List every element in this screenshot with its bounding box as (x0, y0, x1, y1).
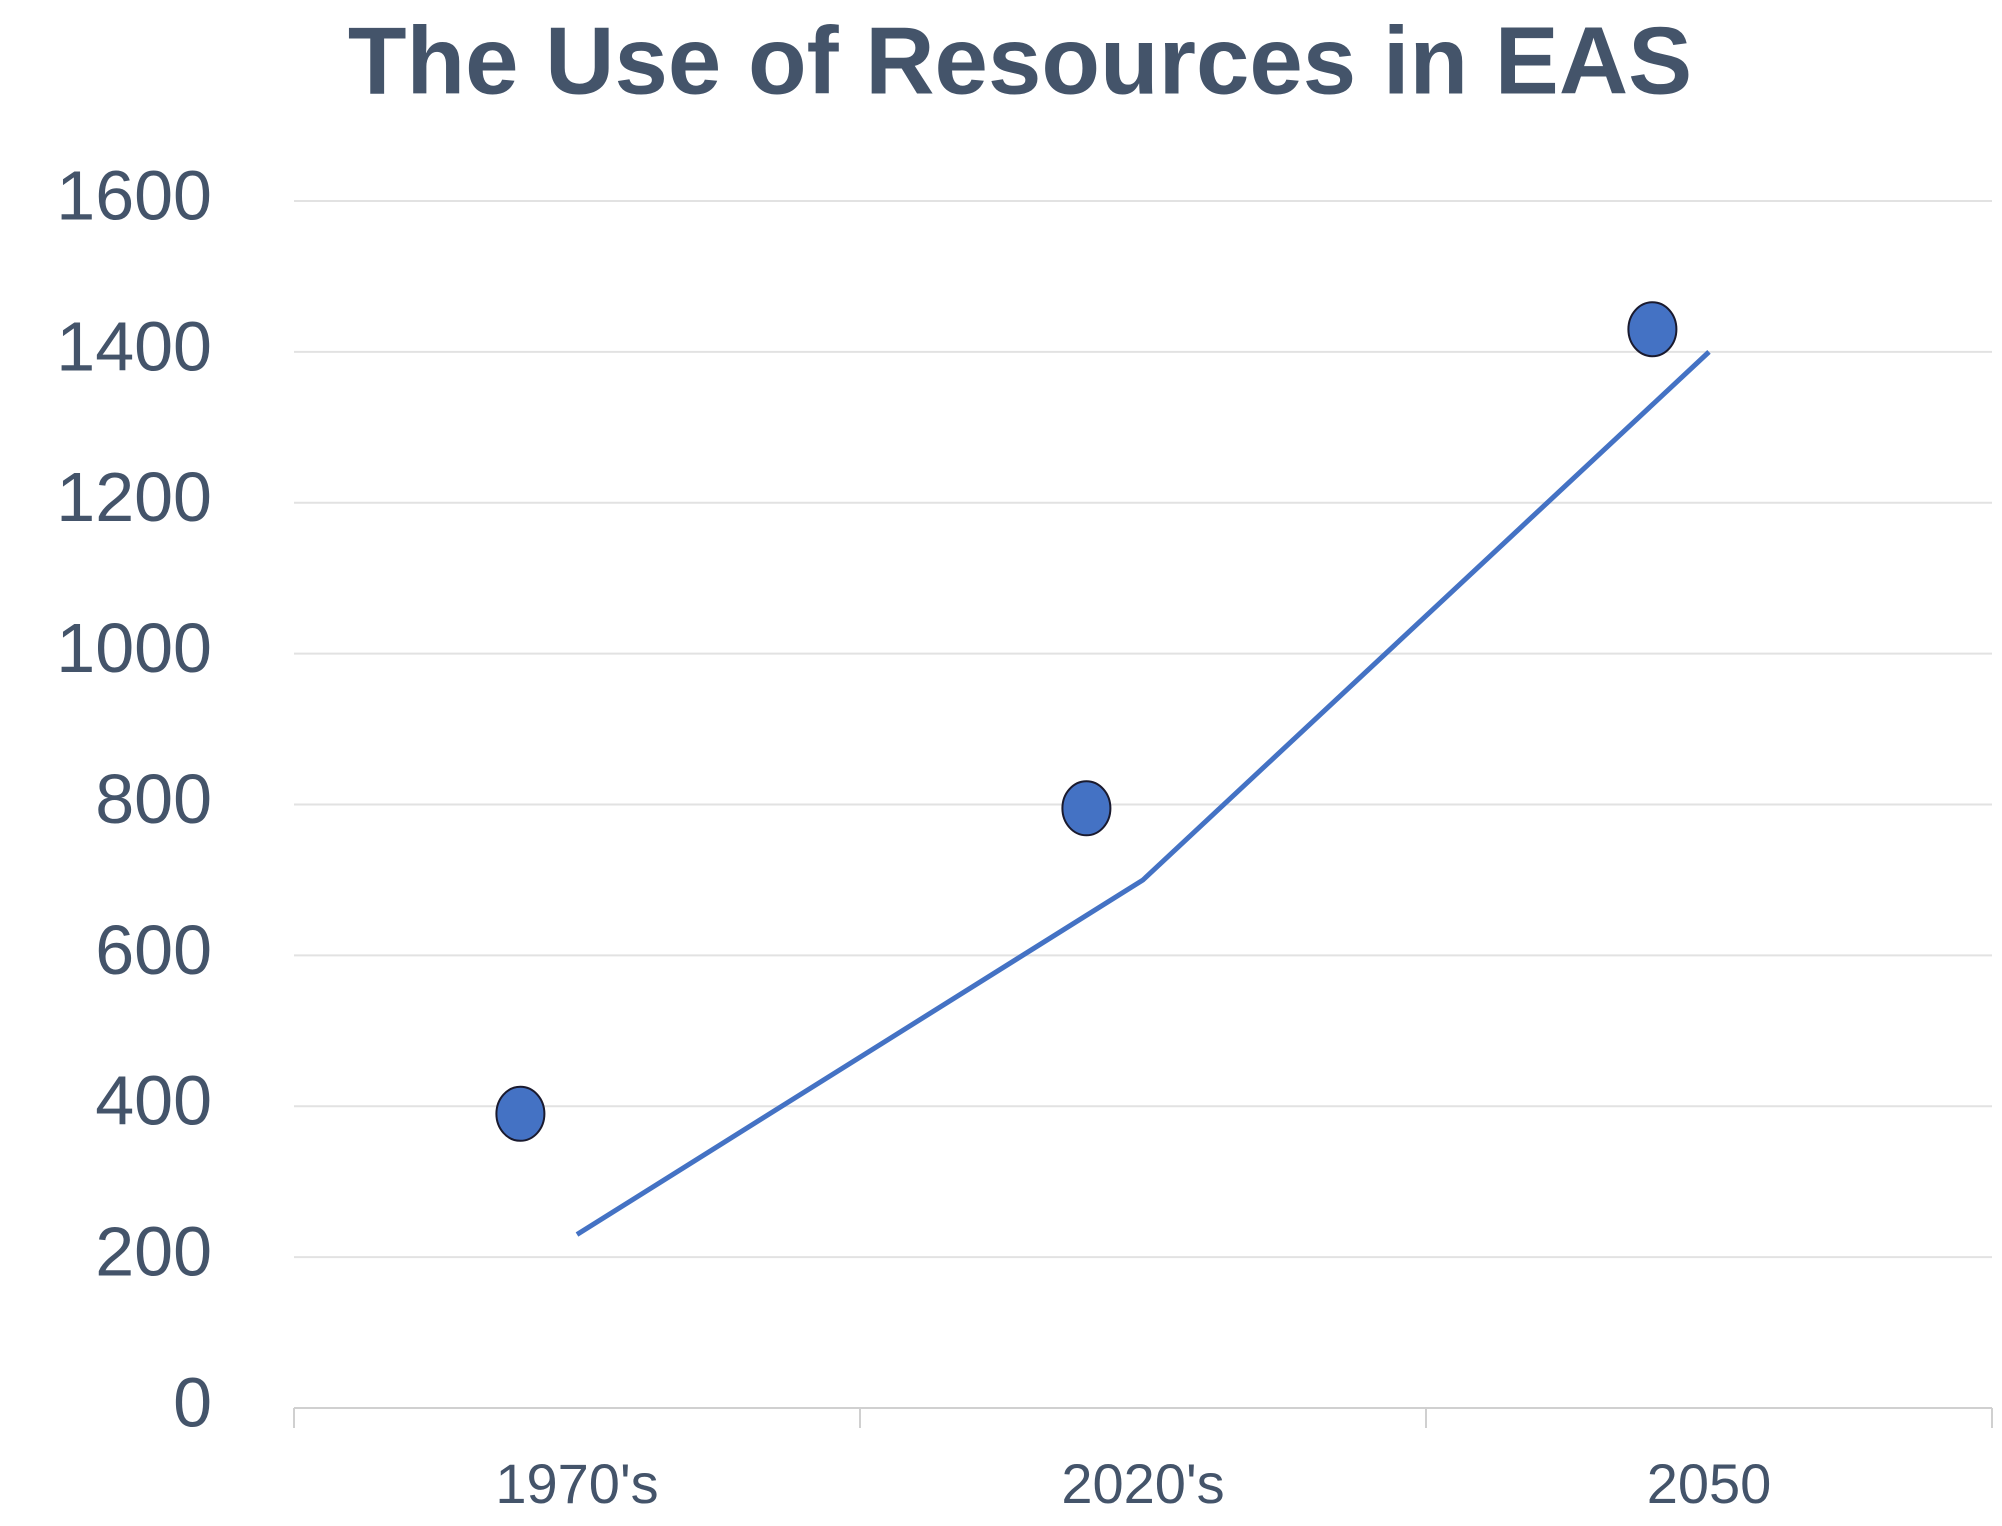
chart-title: The Use of Resources in EAS (348, 7, 1692, 114)
y-tick-label: 400 (95, 1062, 212, 1140)
y-tick-label: 1000 (56, 609, 212, 687)
marker (495, 1085, 546, 1142)
x-tick-label: 2050 (1647, 1452, 1772, 1515)
y-tick-label: 1200 (56, 458, 212, 536)
x-tick-label: 1970's (495, 1452, 658, 1515)
x-tick-label: 2020's (1061, 1452, 1224, 1515)
line (575, 350, 1711, 1237)
y-tick-label: 600 (95, 911, 212, 989)
y-tick-label: 1600 (56, 156, 212, 234)
y-tick-label: 200 (95, 1213, 212, 1291)
marker (1627, 301, 1678, 358)
y-tick-label: 0 (173, 1363, 212, 1441)
marker (1061, 780, 1112, 837)
y-tick-label: 800 (95, 760, 212, 838)
y-tick-label: 1400 (56, 307, 212, 385)
